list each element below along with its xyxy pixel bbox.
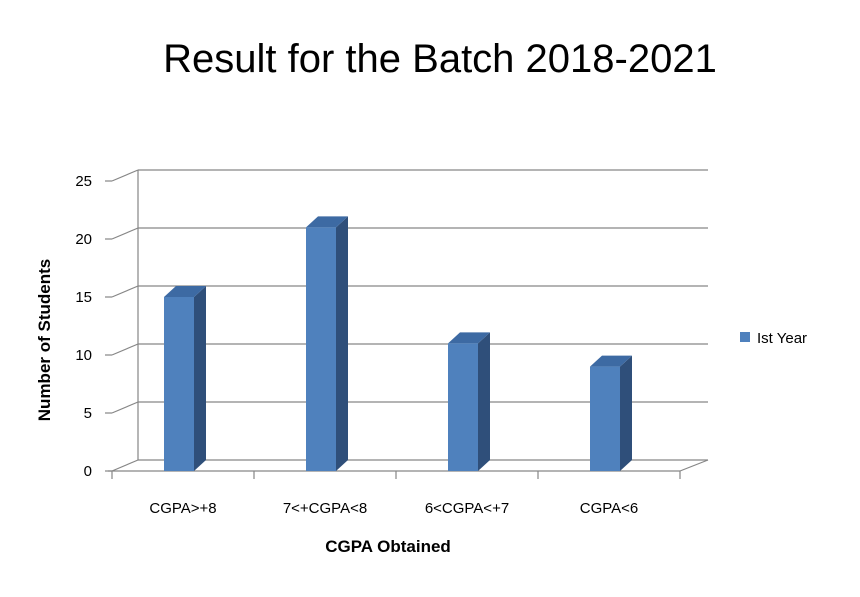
x-tick-label: 7<+CGPA<8: [283, 500, 367, 517]
bar-top: [306, 216, 348, 228]
gridline-diagonal: [111, 401, 139, 414]
gridline-diagonal: [111, 285, 139, 298]
bar-top: [448, 332, 490, 344]
y-tick-label: 0: [84, 463, 92, 480]
bar-top: [164, 286, 206, 297]
bar-front: [306, 227, 336, 471]
gridline-diagonal: [111, 227, 139, 240]
bar-side: [194, 286, 206, 471]
x-tick-label: CGPA<6: [580, 500, 639, 517]
bar-side: [478, 332, 490, 471]
bar-side: [620, 355, 632, 471]
x-axis-label: CGPA Obtained: [325, 537, 451, 556]
y-tick-label: 15: [75, 289, 92, 306]
gridline-diagonal: [111, 169, 139, 182]
bar-front: [590, 366, 620, 471]
x-tick-label: 6<CGPA<+7: [425, 500, 509, 517]
bars: [164, 216, 632, 471]
bar: [306, 216, 348, 471]
x-axis-ticks: CGPA>+8 7<+CGPA<8 6<CGPA<+7 CGPA<6: [111, 471, 681, 517]
bar: [448, 332, 490, 471]
x-tick-label: CGPA>+8: [149, 500, 216, 517]
bar-side: [336, 216, 348, 471]
bar: [164, 286, 206, 471]
legend-swatch: [740, 332, 750, 342]
legend-label: Ist Year: [757, 330, 807, 347]
bar-front: [164, 297, 194, 471]
y-axis-ticks: 0 5 10 15 20 25: [75, 173, 92, 480]
bar-front: [448, 343, 478, 471]
bar-top: [590, 355, 632, 367]
y-tick-label: 25: [75, 173, 92, 190]
gridline-diagonal: [111, 459, 139, 472]
y-tick-label: 5: [84, 405, 92, 422]
y-axis-label: Number of Students: [35, 259, 54, 421]
chart-title: Result for the Batch 2018-2021: [163, 37, 717, 81]
bar: [590, 355, 632, 471]
y-tick-label: 20: [75, 231, 92, 248]
gridline-diagonal: [111, 343, 139, 356]
legend: Ist Year: [740, 330, 807, 347]
y-tick-label: 10: [75, 347, 92, 364]
floor-edge: [679, 459, 709, 472]
gridlines: [105, 169, 709, 472]
